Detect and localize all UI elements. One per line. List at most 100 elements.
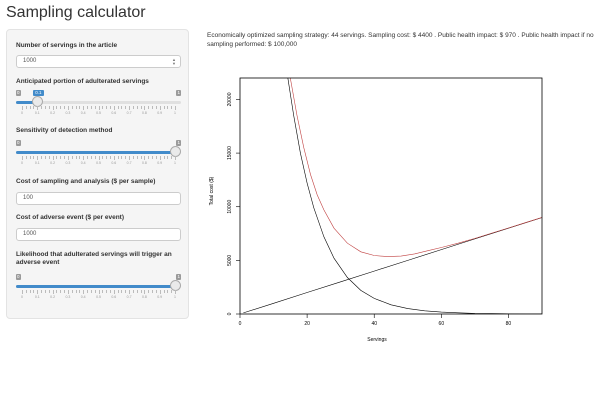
slider-tick <box>117 106 119 109</box>
slider-tick <box>29 290 31 293</box>
likelihood-label: Likelihood that adulterated servings wil… <box>16 251 172 266</box>
slider-tick <box>48 290 50 293</box>
slider-tick <box>125 156 127 159</box>
plot-frame <box>239 77 543 315</box>
slider-tick <box>155 290 157 293</box>
slider-tick-label: 0.8 <box>141 161 147 165</box>
slider-tick <box>140 156 142 159</box>
slider-tick <box>129 290 131 294</box>
summary-text: Economically optimized sampling strategy… <box>207 32 594 48</box>
series-line-3 <box>290 78 542 257</box>
slider-tick-label: 0.6 <box>111 161 117 165</box>
slider-tick-label: 0 <box>21 295 23 299</box>
slider-tick <box>83 290 85 294</box>
slider-tick <box>171 156 173 159</box>
slider-min-label: 0 <box>16 90 21 96</box>
slider-tick <box>94 106 96 109</box>
slider-tick <box>167 290 169 293</box>
slider-tick <box>140 290 142 293</box>
slider-track[interactable] <box>16 101 181 104</box>
slider-tick <box>25 156 27 159</box>
slider-tick <box>109 290 111 293</box>
slider-track[interactable] <box>16 151 181 154</box>
slider-track[interactable] <box>16 285 181 288</box>
cost-event-input[interactable]: 1000 <box>16 228 181 241</box>
slider-tick <box>56 290 58 293</box>
slider-min-label: 0 <box>16 140 21 146</box>
slider-tick <box>136 106 138 109</box>
slider-tick <box>136 290 138 293</box>
slider-tick <box>87 156 89 159</box>
slider-tick-label: 0.1 <box>34 295 40 299</box>
slider-tick <box>22 106 23 110</box>
slider-tick <box>102 106 104 109</box>
slider-tick <box>87 106 89 109</box>
slider-fill <box>16 151 175 154</box>
slider-tick <box>75 290 77 293</box>
slider-tick <box>167 106 169 109</box>
slider-tick <box>106 290 108 293</box>
slider-tick <box>33 290 35 293</box>
slider-tick <box>117 156 119 159</box>
slider-tick <box>163 156 165 159</box>
slider-tick <box>113 106 115 110</box>
slider-tick <box>22 290 23 294</box>
slider-tick <box>129 106 131 110</box>
slider-tick <box>113 156 115 160</box>
slider-tick <box>52 156 54 160</box>
sensitivity-slider[interactable]: 0 1 1 0 0.1 0.2 0.3 0.4 0.5 0.6 0.7 0.8 0.9 1 <box>16 140 181 168</box>
cost-event-label: Cost of adverse event ($ per event) <box>16 214 125 221</box>
slider-tick <box>44 156 46 159</box>
cost-sampling-value: 100 <box>23 195 34 201</box>
slider-tick <box>60 106 62 109</box>
slider-tick <box>37 156 39 160</box>
slider-max-label: 1 <box>176 90 181 96</box>
slider-ticks <box>16 106 181 110</box>
slider-tick <box>167 156 169 159</box>
slider-tick <box>121 156 123 159</box>
servings-input[interactable]: 1000 ▲ ▼ <box>16 55 181 68</box>
adulterated-slider[interactable]: 0 1 0.1 0 0.1 0.2 0.3 0.4 0.5 0.6 0.7 0.8 0.9 1 <box>16 90 181 118</box>
slider-tick-label: 1 <box>174 161 176 165</box>
slider-tick <box>163 106 165 109</box>
slider-tick <box>64 156 66 159</box>
slider-tick-label: 0.5 <box>96 161 101 165</box>
slider-tick <box>132 156 134 159</box>
slider-tick <box>44 106 46 109</box>
cost-chart: 0 20 40 60 80 0 5000 10000 15000 20000 Servings Tot… <box>209 77 543 343</box>
y-tick-label: 5000 <box>227 255 233 266</box>
slider-tick <box>121 106 123 109</box>
slider-tick <box>155 106 157 109</box>
slider-tick <box>94 156 96 159</box>
slider-tick <box>90 156 92 159</box>
slider-tick-labels: 0 0.1 0.2 0.3 0.4 0.5 0.6 0.7 0.8 0.9 1 <box>16 295 181 301</box>
slider-tick <box>98 106 100 110</box>
slider-tick-label: 0.3 <box>65 111 71 115</box>
slider-tick <box>148 106 150 109</box>
slider-tick <box>132 290 134 293</box>
likelihood-slider[interactable]: 0 1 1 0 0.1 0.2 0.3 0.4 0.5 0.6 0.7 0.8 0.9 1 <box>16 274 181 302</box>
slider-tick <box>25 106 27 109</box>
slider-tick-label: 0 <box>21 161 23 165</box>
slider-tick <box>67 106 69 110</box>
slider-tick <box>52 106 54 110</box>
slider-tick-label: 0.9 <box>157 295 163 299</box>
slider-tick <box>71 106 73 109</box>
slider-tick <box>94 290 96 293</box>
slider-ticks <box>16 156 181 160</box>
spinner-icon[interactable]: ▲ ▼ <box>172 57 176 66</box>
slider-tick <box>98 290 100 294</box>
slider-tick <box>106 156 108 159</box>
slider-tick-label: 0.6 <box>111 111 117 115</box>
slider-tick <box>33 106 35 109</box>
slider-tick <box>121 290 123 293</box>
cost-sampling-input[interactable]: 100 <box>16 192 181 205</box>
slider-tick-label: 0.1 <box>34 161 40 165</box>
slider-tick <box>25 290 27 293</box>
slider-tick <box>48 156 50 159</box>
slider-max-label: 1 <box>176 274 181 280</box>
x-tick-label: 40 <box>371 321 377 327</box>
slider-tick <box>102 156 104 159</box>
slider-fill <box>16 101 38 104</box>
app-title: Sampling calculator <box>6 4 146 21</box>
